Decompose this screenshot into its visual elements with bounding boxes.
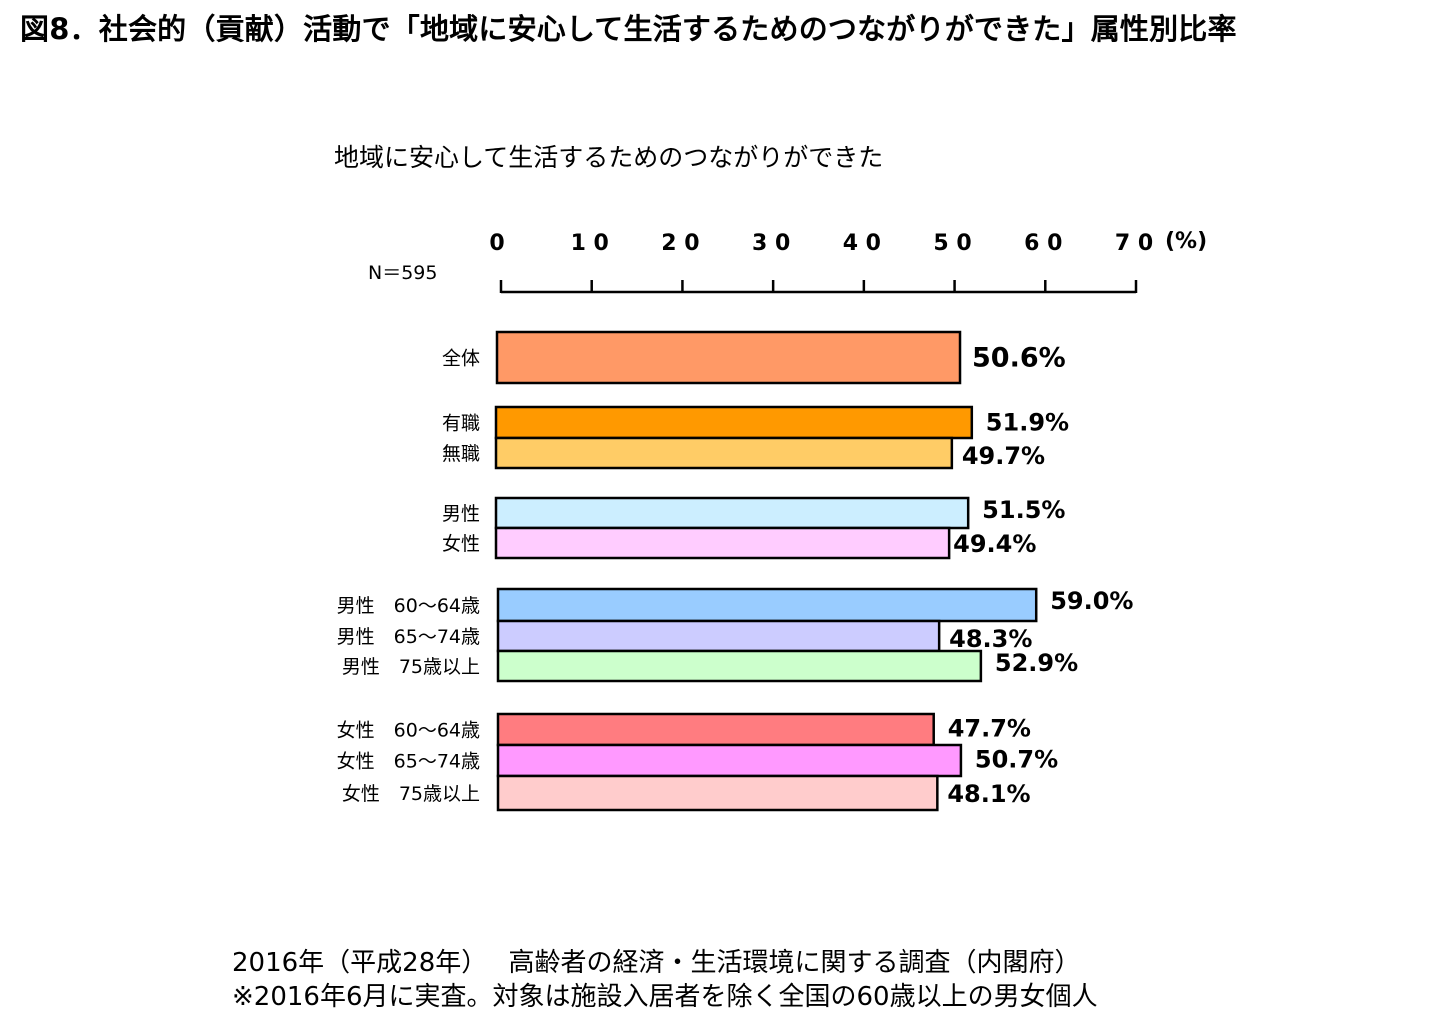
category-label: 全体 <box>442 348 480 370</box>
bar <box>496 743 963 778</box>
category-label: 男性 65～74歳 <box>337 626 480 648</box>
category-label: 女性 60～64歳 <box>337 720 480 742</box>
x-tick-label: 7 0 <box>1115 231 1153 256</box>
data-label: 51.5% <box>982 496 1065 524</box>
x-tick-label: 0 <box>489 231 504 256</box>
data-label: 51.9% <box>986 409 1069 437</box>
source-note: 2016年（平成28年） 高齢者の経済・生活環境に関する調査（内閣府） <box>232 948 1081 978</box>
bar <box>496 587 1038 623</box>
category-label: 女性 75歳以上 <box>342 783 480 805</box>
x-tick-label: 4 0 <box>843 231 881 256</box>
survey-note: ※2016年6月に実査。対象は施設入居者を除く全国の60歳以上の男女個人 <box>232 982 1098 1012</box>
x-tick-label: 1 0 <box>571 231 609 256</box>
data-label: 48.3% <box>949 625 1032 653</box>
data-label: 52.9% <box>995 649 1078 677</box>
bar <box>496 649 983 683</box>
sample-size-label: N＝595 <box>368 262 438 284</box>
bar <box>496 619 941 653</box>
category-label: 男性 <box>442 503 480 525</box>
x-tick-label: 5 0 <box>933 231 971 256</box>
x-tick-label: 2 0 <box>661 231 699 256</box>
bar <box>494 405 974 440</box>
category-label: 有職 <box>442 413 480 435</box>
data-label: 50.7% <box>975 746 1058 774</box>
category-label: 無職 <box>442 443 480 465</box>
bar <box>496 712 935 747</box>
data-label: 49.7% <box>962 442 1045 470</box>
x-tick-label: 3 0 <box>752 231 790 256</box>
data-label: 47.7% <box>948 715 1031 743</box>
data-label: 50.6% <box>972 343 1066 374</box>
data-label: 49.4% <box>953 530 1036 558</box>
bar <box>494 526 951 560</box>
category-label: 女性 <box>442 533 480 555</box>
data-label: 59.0% <box>1050 587 1133 615</box>
x-axis-unit-label: (%) <box>1165 229 1207 254</box>
bar <box>495 330 962 385</box>
bar <box>494 496 970 530</box>
x-tick-label: 6 0 <box>1024 231 1062 256</box>
figure-title: 図8．社会的（貢献）活動で「地域に安心して生活するためのつながりができた」属性別… <box>20 12 1237 46</box>
data-label: 48.1% <box>947 780 1030 808</box>
bar <box>496 774 939 812</box>
category-label: 女性 65～74歳 <box>337 751 480 773</box>
bar <box>494 436 954 470</box>
chart-subtitle: 地域に安心して生活するためのつながりができた <box>334 143 884 172</box>
category-label: 男性 60～64歳 <box>337 595 480 617</box>
category-label: 男性 75歳以上 <box>342 656 480 678</box>
